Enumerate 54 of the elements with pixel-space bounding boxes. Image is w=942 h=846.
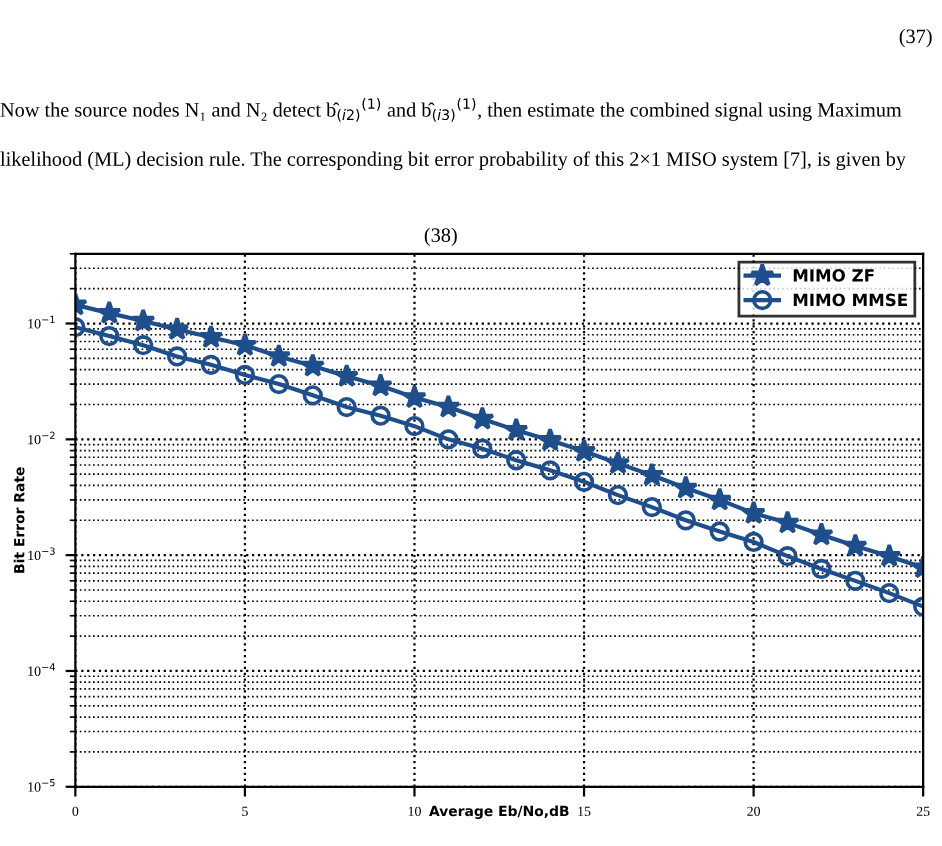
text: (37) bbox=[899, 28, 932, 48]
point bbox=[334, 363, 360, 388]
point bbox=[472, 438, 493, 459]
point bbox=[402, 384, 427, 409]
point bbox=[96, 300, 122, 324]
point bbox=[607, 484, 629, 506]
point bbox=[879, 582, 900, 604]
point bbox=[368, 372, 393, 397]
point bbox=[266, 343, 292, 368]
point bbox=[268, 373, 289, 395]
point bbox=[639, 462, 665, 487]
text: Now the source nodes N₁ and N₂ detect b̂$_{(i2)}$$^{(1)}$ and b̂$_{(i3)}$$^{(1)}$, then estimate the combined signal using Maximum bbox=[0, 98, 902, 122]
point bbox=[370, 405, 391, 426]
point bbox=[707, 486, 733, 511]
point bbox=[775, 509, 800, 534]
point bbox=[133, 335, 154, 356]
point bbox=[336, 396, 357, 418]
point bbox=[506, 450, 527, 471]
point bbox=[673, 475, 699, 499]
point bbox=[743, 531, 764, 553]
point bbox=[436, 394, 461, 418]
text: likelihood (ML) decision rule. The corresponding bit error probability of this 2×1 MISO system [7], is given by bbox=[0, 151, 906, 171]
point bbox=[438, 429, 459, 450]
point bbox=[166, 346, 188, 367]
point bbox=[99, 325, 120, 347]
point bbox=[811, 558, 832, 580]
legend-label: MIMO ZF bbox=[793, 269, 874, 282]
point bbox=[573, 471, 595, 492]
point bbox=[200, 354, 222, 375]
point bbox=[876, 543, 902, 567]
point bbox=[777, 546, 798, 567]
legend-label: MIMO MMSE bbox=[793, 293, 907, 307]
point bbox=[404, 416, 425, 437]
point bbox=[503, 417, 529, 441]
point bbox=[198, 324, 224, 349]
point bbox=[675, 510, 696, 531]
point bbox=[302, 385, 323, 406]
point bbox=[232, 332, 258, 356]
point bbox=[842, 533, 868, 557]
point bbox=[641, 496, 663, 518]
point bbox=[469, 406, 495, 430]
point bbox=[741, 500, 766, 525]
point bbox=[234, 364, 256, 386]
point bbox=[571, 438, 597, 462]
point bbox=[300, 353, 326, 377]
point bbox=[809, 521, 834, 546]
point bbox=[164, 316, 190, 341]
point bbox=[539, 460, 561, 481]
point bbox=[845, 570, 866, 591]
point bbox=[537, 427, 563, 452]
text: (38) bbox=[424, 227, 457, 247]
point bbox=[605, 450, 631, 475]
point bbox=[709, 521, 730, 542]
point bbox=[130, 308, 156, 332]
